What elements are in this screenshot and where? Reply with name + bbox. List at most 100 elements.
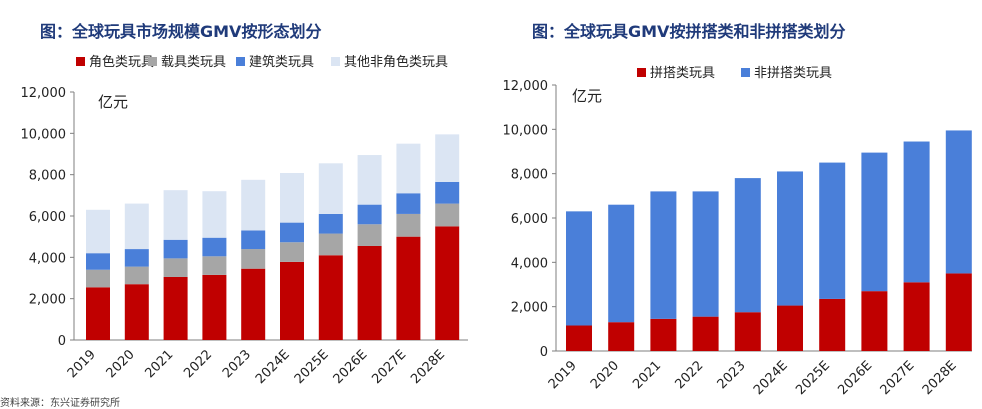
c1-bar-2019-s0	[86, 287, 110, 340]
c2-bar-2024E-s0	[777, 305, 803, 351]
c1-ytick-label: 10,000	[21, 127, 67, 142]
c1-bar-2028E-s2	[435, 181, 460, 204]
c1-ytick-label: 8,000	[29, 169, 66, 184]
c2-legend-swatch	[741, 68, 750, 77]
c1-bar-2024E-s2	[280, 222, 304, 243]
c1-bar-2023-s0	[241, 268, 266, 340]
c2-bar-2020-s0	[608, 322, 635, 351]
c1-bar-2019-s1	[86, 269, 110, 288]
c1-bar-2020-s2	[124, 249, 149, 267]
c1-xtick-label: 2026E	[331, 347, 371, 387]
c2-bar-2028E-s1	[945, 130, 972, 274]
c1-bar-2026E-s0	[357, 245, 382, 340]
chart1-title: 图：全球玩具市场规模GMV按形态划分	[40, 22, 322, 41]
source-footnote: 资料来源：东兴证券研究所	[0, 398, 120, 409]
c1-legend-swatch	[148, 57, 157, 66]
c1-ytick-label: 0	[58, 334, 66, 349]
c1-bar-2027E-s1	[396, 213, 421, 237]
c1-legend-label: 载具类玩具	[161, 55, 226, 70]
c2-xtick-label: 2019	[546, 358, 580, 392]
c1-ytick-label: 4,000	[29, 251, 66, 266]
c2-ytick-label: 4,000	[511, 256, 548, 271]
c1-xtick-label: 2027E	[369, 347, 409, 387]
c1-bar-2028E-s1	[435, 203, 460, 227]
c2-ytick-label: 2,000	[511, 301, 548, 316]
c1-bar-2026E-s2	[357, 204, 382, 225]
c1-bar-2021-s3	[163, 190, 188, 240]
c2-bar-2022-s1	[692, 191, 719, 317]
c2-xtick-label: 2028E	[920, 358, 960, 398]
c1-bar-2025E-s1	[318, 233, 343, 256]
c1-bar-2027E-s0	[396, 236, 421, 340]
c2-xtick-label: 2026E	[835, 358, 875, 398]
c2-ytick-label: 0	[540, 345, 548, 360]
c1-bar-2022-s3	[202, 191, 227, 238]
c1-bar-2028E-s3	[435, 134, 460, 182]
c2-bar-2019-s1	[566, 211, 592, 326]
c1-bar-2022-s0	[202, 274, 227, 340]
c1-legend-label: 建筑类玩具	[249, 54, 314, 70]
c1-bar-2020-s3	[124, 203, 149, 250]
c2-ytick-label: 10,000	[503, 123, 549, 138]
c2-bar-2024E-s1	[777, 171, 803, 306]
c2-ytick-label: 6,000	[511, 212, 548, 227]
c2-xtick-label: 2027E	[878, 358, 918, 398]
c1-bar-2023-s1	[241, 249, 266, 269]
c2-xtick-label: 2020	[588, 358, 622, 392]
c2-bar-2026E-s0	[861, 291, 888, 351]
c2-legend-swatch	[637, 68, 646, 77]
c2-bar-2027E-s1	[903, 141, 930, 283]
c2-bar-2028E-s0	[945, 273, 972, 351]
c2-xtick-label: 2024E	[751, 358, 791, 398]
c1-xtick-label: 2022	[181, 347, 215, 381]
c2-bar-2026E-s1	[861, 152, 888, 292]
c1-xtick-label: 2019	[65, 347, 99, 381]
c2-xtick-label: 2021	[630, 358, 664, 392]
c2-bar-2019-s0	[566, 325, 592, 351]
c1-bar-2025E-s3	[318, 163, 343, 214]
c1-bar-2023-s2	[241, 230, 266, 250]
c2-bar-2021-s1	[650, 191, 677, 319]
c1-ytick-label: 12,000	[21, 86, 67, 101]
c1-bar-2027E-s3	[396, 143, 421, 194]
c1-bar-2022-s1	[202, 256, 227, 275]
c1-xtick-label: 2020	[104, 347, 138, 381]
c1-bar-2023-s3	[241, 179, 266, 231]
c1-xtick-label: 2023	[220, 347, 254, 381]
c1-xtick-label: 2024E	[253, 347, 293, 387]
c2-bar-2022-s0	[692, 316, 719, 351]
c2-xtick-label: 2025E	[793, 358, 833, 398]
c1-bar-2028E-s0	[435, 226, 460, 340]
c1-bar-2024E-s1	[280, 242, 304, 262]
c1-bar-2021-s2	[163, 239, 188, 259]
c1-legend-swatch	[236, 57, 245, 66]
c1-bar-2025E-s2	[318, 213, 343, 234]
c2-legend-label: 拼搭类玩具	[650, 65, 715, 81]
c2-bar-2023-s1	[734, 178, 761, 313]
c1-legend-swatch	[76, 57, 85, 66]
c1-ytick-label: 2,000	[29, 293, 66, 308]
c2-bar-2021-s0	[650, 318, 677, 351]
c2-bar-2023-s0	[734, 312, 761, 351]
c1-bar-2024E-s3	[280, 173, 304, 223]
c2-bar-2020-s1	[608, 204, 635, 323]
c1-legend-swatch	[331, 57, 340, 66]
c2-bar-2025E-s0	[819, 298, 846, 351]
c1-bar-2026E-s3	[357, 155, 382, 205]
c1-bar-2027E-s2	[396, 193, 421, 214]
c2-bar-2025E-s1	[819, 162, 846, 299]
c1-bar-2021-s1	[163, 258, 188, 277]
c1-xtick-label: 2028E	[408, 347, 448, 387]
c1-bar-2020-s1	[124, 266, 149, 285]
c2-ytick-label: 8,000	[511, 168, 548, 183]
c1-legend-label: 其他非角色类玩具	[344, 54, 448, 70]
chart2-title: 图：全球玩具GMV按拼搭类和非拼搭类划分	[532, 22, 846, 41]
c1-xtick-label: 2025E	[292, 347, 332, 387]
c2-xtick-label: 2022	[672, 358, 706, 392]
c2-xtick-label: 2023	[715, 358, 749, 392]
c1-bar-2019-s3	[86, 209, 110, 254]
c1-ytick-label: 6,000	[29, 210, 66, 225]
c2-ytick-label: 12,000	[503, 79, 549, 94]
c1-bar-2022-s2	[202, 237, 227, 257]
